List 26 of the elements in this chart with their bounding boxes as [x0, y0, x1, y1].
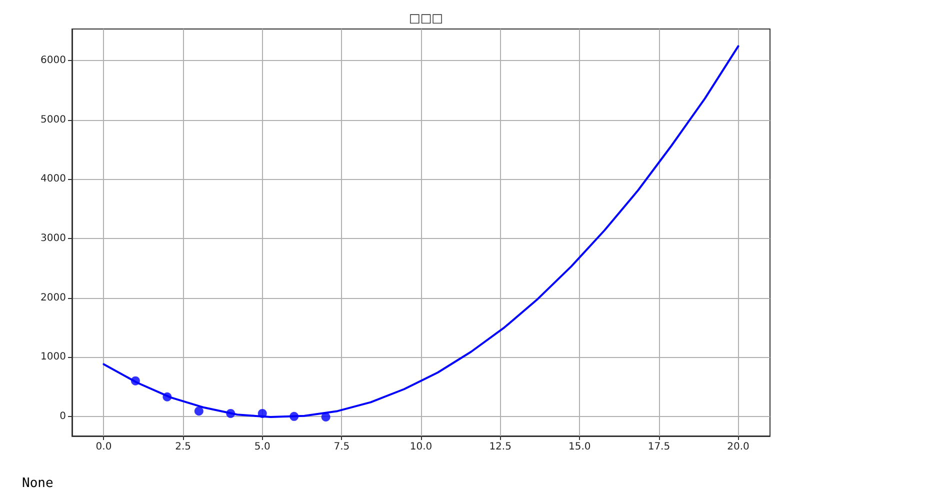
y-tick-label: 2000	[40, 292, 66, 304]
point	[226, 408, 236, 418]
line-series	[102, 45, 740, 418]
point	[162, 392, 172, 402]
point	[321, 412, 330, 422]
y-tick-label: 3000	[40, 232, 66, 244]
x-tick-label: 12.5	[489, 442, 512, 452]
x-tick-label: 2.5	[175, 442, 191, 452]
x-tick-label: 17.5	[648, 442, 670, 452]
point	[130, 376, 140, 386]
y-tick-label: 4000	[40, 174, 66, 185]
y-tick-label: 1000	[40, 352, 66, 363]
x-tick-label: 5.0	[254, 442, 270, 452]
x-tick-label: 7.5	[334, 442, 350, 452]
point	[290, 412, 299, 421]
x-tick-label: 20.0	[727, 442, 750, 452]
x-tick-label: 15.0	[568, 442, 591, 452]
x-tick-label: 0.0	[96, 442, 112, 452]
x-tick-label: 10.0	[410, 442, 432, 452]
point	[258, 408, 267, 418]
y-tick-label: 5000	[40, 114, 66, 126]
text: None	[22, 476, 54, 491]
y-tick-label: 6000	[40, 54, 66, 66]
chart-title: □□□	[408, 11, 444, 25]
y-tick-label: 0	[60, 410, 66, 422]
point	[194, 406, 204, 416]
